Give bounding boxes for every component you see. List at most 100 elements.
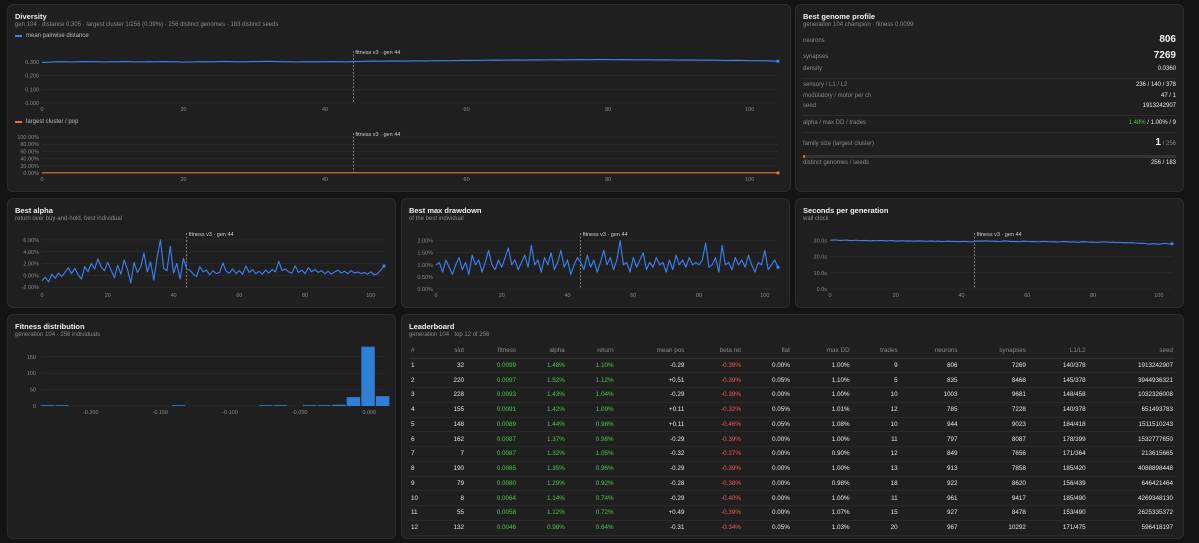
cell-flat: 0.00%: [743, 431, 792, 447]
legend-swatch-orange: [15, 121, 22, 123]
profile-row-family-size: family size (largest cluster) 1 / 256: [803, 137, 1176, 148]
cell-return: 1.09%: [566, 402, 616, 418]
cell-fitness: 0.0087: [466, 431, 518, 447]
table-row[interactable]: 5 148 0.0089 1.44% 0.98% +0.11 -0.46% 0.05% 1.08…: [409, 417, 1175, 433]
cell-slot: 228: [433, 387, 467, 403]
cell-slot: 155: [433, 402, 467, 418]
row-value: 806: [1159, 34, 1176, 45]
best-alpha-panel: Best alpha return over buy-and-hold, bes…: [7, 198, 396, 308]
cell-synapses: 7228: [959, 402, 1028, 418]
table-row[interactable]: 10 8 0.0064 1.14% 0.74% -0.29 -0.40% 0.00% 1.00%…: [409, 490, 1175, 506]
cell-beta-ret: -0.39%: [686, 431, 744, 447]
cell--: 9: [409, 476, 434, 492]
x-tick-label: 100: [366, 293, 375, 299]
table-row[interactable]: 11 55 0.0058 1.12% 0.72% +0.49 -0.39% 0.00% 1.07…: [409, 505, 1175, 521]
cell-trades: 18: [851, 476, 900, 492]
leaderboard-body: 1 32 0.0099 1.48% 1.10% -0.29 -0.39% 0.00% 1.00%…: [409, 358, 1175, 536]
profile-row-sensory: sensory / L1 / L2 236 / 140 / 378: [803, 82, 1176, 88]
fitness-marker-label: fitness v3 · gen 44: [583, 232, 628, 238]
cell-return: 1.04%: [566, 387, 616, 403]
cell-max-dd: 1.08%: [791, 417, 852, 433]
row-value: 1.48% / 1.00% / 9: [1129, 120, 1176, 126]
profile-row-seed: seed 1913242907: [803, 103, 1176, 109]
y-tick-label: 2.00%: [23, 262, 39, 268]
alpha-title: Best alpha: [15, 206, 53, 215]
x-tick-label: 0: [40, 177, 43, 183]
table-row[interactable]: 7 7 0.0087 1.32% 1.05% -0.32 -0.27% 0.00% 0.90% 1…: [409, 446, 1175, 462]
cell-seed: 1913242907: [1087, 358, 1175, 374]
cell-l1-l2: 145/378: [1027, 372, 1088, 388]
cell-fitness: 0.0097: [466, 372, 518, 388]
table-row[interactable]: 4 155 0.0091 1.42% 1.09% +0.11 -0.32% 0.05% 1.01…: [409, 402, 1175, 418]
cell-flat: 0.05%: [743, 402, 792, 418]
table-row[interactable]: 1 32 0.0099 1.48% 1.10% -0.29 -0.39% 0.00% 1.00%…: [409, 358, 1175, 374]
cell-l1-l2: 140/378: [1027, 402, 1088, 418]
table-row[interactable]: 6 162 0.0087 1.37% 0.98% -0.29 -0.39% 0.00% 1.00…: [409, 431, 1175, 447]
cell-fitness: 0.0093: [466, 387, 518, 403]
cell-fitness: 0.0046: [466, 520, 518, 536]
cell-flat: 0.00%: [743, 461, 792, 477]
x-tick-label: 20: [499, 293, 505, 299]
cell-slot: 79: [433, 476, 467, 492]
table-row[interactable]: 2 220 0.0097 1.52% 1.12% +0.51 -0.39% 0.05% 1.10…: [409, 372, 1175, 388]
cell-mean-pos: -0.32: [615, 446, 687, 462]
family-size-value: 1: [1155, 137, 1161, 148]
alpha-value: 1.48%: [1128, 120, 1146, 126]
series-line: [829, 239, 1173, 245]
cell-synapses: 7656: [959, 446, 1028, 462]
y-tick-label: 40.00%: [20, 157, 39, 163]
cell-synapses: 9417: [959, 490, 1028, 506]
table-row[interactable]: 12 132 0.0046 0.98% 0.64% -0.31 -0.34% 0.05% 1.0…: [409, 520, 1175, 536]
cell-max-dd: 0.98%: [791, 476, 852, 492]
histogram-bar: [40, 405, 55, 406]
row-value: 1 / 256: [1155, 137, 1176, 148]
column-header: synapses: [959, 343, 1028, 359]
cell-seed: 213615665: [1087, 446, 1175, 462]
fitness-marker-label: fitness v3 · gen 44: [355, 132, 400, 138]
table-row[interactable]: 8 190 0.0085 1.35% 0.96% -0.29 -0.39% 0.00% 1.00…: [409, 461, 1175, 477]
cell-neurons: 835: [899, 372, 960, 388]
cell-l1-l2: 184/418: [1027, 417, 1088, 433]
cell-fitness: 0.0089: [466, 417, 518, 433]
cell-seed: 646421464: [1087, 476, 1175, 492]
cell-synapses: 7858: [959, 461, 1028, 477]
last-point: [382, 264, 386, 268]
x-tick-label: 60: [464, 107, 470, 113]
cell-fitness: 0.0080: [466, 476, 518, 492]
column-header: neurons: [899, 343, 960, 359]
histogram-bar: [259, 405, 273, 406]
row-key: distinct genomes / seeds: [803, 160, 870, 166]
table-row[interactable]: 9 79 0.0080 1.29% 0.92% -0.28 -0.38% 0.00% 0.98%…: [409, 476, 1175, 492]
histogram-bar: [317, 405, 332, 406]
cell-alpha: 1.48%: [518, 358, 567, 374]
drawdown-subtitle: of the best individual: [409, 216, 464, 222]
cell-return: 1.10%: [566, 358, 616, 374]
cell-seed: 596418197: [1087, 520, 1175, 536]
x-tick-label: -0.100: [222, 410, 238, 416]
cell-mean-pos: -0.29: [615, 358, 687, 374]
divider: [803, 78, 1176, 79]
cell-slot: 32: [433, 358, 467, 374]
x-tick-label: 100: [1154, 293, 1163, 299]
diversity-panel: Diversity gen 104 · distance 0.305 · lar…: [7, 4, 791, 192]
legend-label: mean pairwise distance: [26, 33, 89, 39]
profile-row-modulatory: modulatory / motor per ch 47 / 1: [803, 93, 1176, 99]
row-key: neurons: [803, 38, 825, 44]
histogram-bar: [346, 397, 361, 406]
table-row[interactable]: 3 228 0.0093 1.43% 1.04% -0.29 -0.39% 0.00% 1.00…: [409, 387, 1175, 403]
cell--: 2: [409, 372, 434, 388]
histogram-bar: [171, 405, 186, 406]
cell-flat: 0.05%: [743, 417, 792, 433]
x-tick-label: 80: [1090, 293, 1096, 299]
cell-fitness: 0.0085: [466, 461, 518, 477]
row-value: 256 / 183: [1150, 160, 1176, 166]
last-point: [776, 59, 780, 63]
cell--: 6: [409, 431, 434, 447]
cell-seed: 651493783: [1087, 402, 1175, 418]
cell-fitness: 0.0099: [466, 358, 518, 374]
y-tick-label: 6.00%: [23, 238, 39, 244]
x-tick-label: 20: [180, 107, 186, 113]
y-tick-label: 100: [27, 371, 36, 377]
fitness-marker-label: fitness v3 · gen 44: [977, 232, 1022, 238]
cell-flat: 0.00%: [743, 490, 792, 506]
